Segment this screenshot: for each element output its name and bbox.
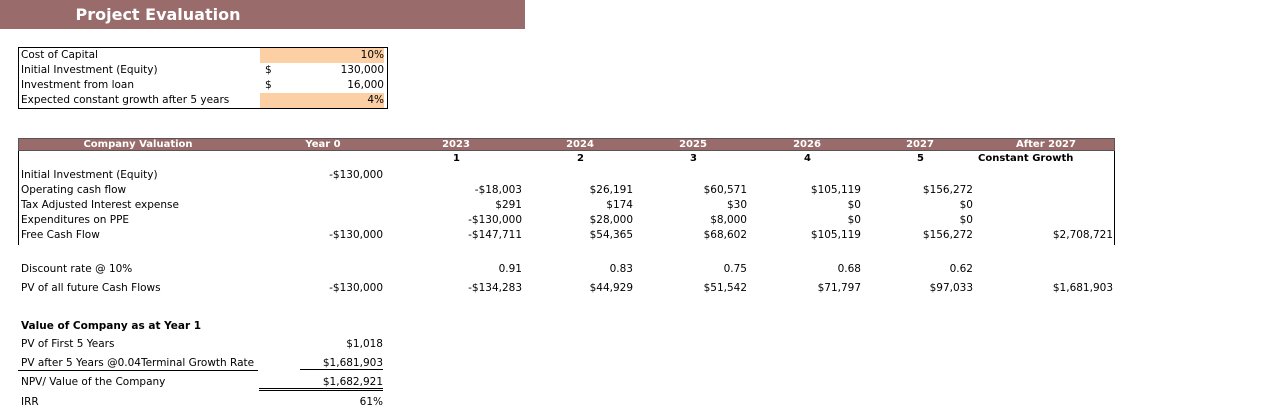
valuation-header-bar [18, 138, 1115, 151]
cell-value[interactable]: -$130,000 [329, 229, 383, 241]
cell-value[interactable]: $174 [606, 199, 633, 211]
subheader-period-4: 4 [804, 153, 811, 164]
cell-value[interactable]: $44,929 [589, 282, 633, 294]
cell-value[interactable]: $26,191 [589, 184, 633, 196]
summary-label: IRR [21, 396, 39, 408]
cell-value[interactable]: 0.91 [498, 263, 522, 275]
header-2027: 2027 [906, 139, 934, 150]
cell-value[interactable]: $105,119 [810, 184, 861, 196]
input-label: Cost of Capital [21, 49, 98, 61]
cell-value[interactable]: $60,571 [703, 184, 747, 196]
header-2026: 2026 [793, 139, 821, 150]
row-label-free-cash-flow: Free Cash Flow [21, 229, 100, 241]
cell-value[interactable]: $68,602 [703, 229, 747, 241]
npv-value-cell[interactable]: $1,682,921 [259, 376, 383, 391]
cell-value[interactable]: 0.62 [949, 263, 973, 275]
subheader-period-5: 5 [917, 153, 924, 164]
cell-value[interactable]: $156,272 [922, 229, 973, 241]
input-row-cost-of-capital: Cost of Capital 10% [19, 48, 387, 63]
cell-value[interactable]: $54,365 [589, 229, 633, 241]
cell-value[interactable]: -$134,283 [468, 282, 522, 294]
cell-value[interactable]: $291 [495, 199, 522, 211]
cell-value[interactable]: $1,681,903 [1052, 282, 1113, 294]
cell-value[interactable]: $0 [847, 214, 861, 226]
subheader-period-1: 1 [453, 153, 460, 164]
input-parameters-table: Cost of Capital 10% Initial Investment (… [18, 47, 388, 109]
cell-value[interactable]: -$147,711 [468, 229, 522, 241]
input-row-loan: Investment from loan $ 16,000 [19, 78, 387, 93]
cell-value[interactable]: -$130,000 [329, 282, 383, 294]
cell-value[interactable]: -$130,000 [329, 169, 383, 181]
cell-value[interactable]: 0.68 [837, 263, 861, 275]
cell-value[interactable]: $28,000 [589, 214, 633, 226]
cell-value[interactable]: $0 [847, 199, 861, 211]
input-label: Investment from loan [21, 79, 135, 91]
header-2023: 2023 [442, 139, 470, 150]
cell-value[interactable]: 0.75 [723, 263, 747, 275]
growth-rate-cell[interactable]: 4% [260, 93, 384, 108]
header-year-0: Year 0 [305, 139, 341, 150]
row-label: Operating cash flow [21, 184, 127, 196]
cost-of-capital-cell[interactable]: 10% [260, 48, 384, 63]
row-label: Tax Adjusted Interest expense [21, 199, 179, 211]
cell-value[interactable]: $0 [959, 214, 973, 226]
title-bar [0, 0, 525, 29]
subheader-constant-growth: Constant Growth [978, 153, 1074, 164]
pv-first-5-years-cell[interactable]: $1,018 [346, 338, 383, 350]
cell-value[interactable]: $156,272 [922, 184, 973, 196]
cell-value[interactable]: $2,708,721 [1052, 229, 1113, 241]
pv-after-5-years-cell[interactable]: $1,681,903 [300, 357, 383, 370]
cell-value[interactable]: $71,797 [817, 282, 861, 294]
loan-investment-cell[interactable]: 16,000 [347, 79, 384, 91]
cell-value[interactable]: $0 [959, 199, 973, 211]
summary-label: PV after 5 Years @0.04Terminal Growth Ra… [21, 357, 255, 369]
summary-label: NPV/ Value of the Company [21, 376, 166, 388]
row-label-pv-cash-flows: PV of all future Cash Flows [21, 282, 161, 294]
subheader-period-2: 2 [577, 153, 584, 164]
cell-value[interactable]: $105,119 [810, 229, 861, 241]
irr-value-cell[interactable]: 61% [359, 396, 383, 408]
input-currency: $ [265, 79, 272, 91]
summary-label: PV of First 5 Years [21, 338, 115, 350]
subheader-period-3: 3 [690, 153, 697, 164]
initial-investment-cell[interactable]: 130,000 [340, 64, 384, 76]
summary-label-underline [18, 356, 258, 371]
cell-value[interactable]: -$130,000 [468, 214, 522, 226]
header-company-valuation: Company Valuation [83, 139, 193, 150]
header-2025: 2025 [679, 139, 707, 150]
row-label: Expenditures on PPE [21, 214, 130, 226]
cell-value[interactable]: 0.83 [609, 263, 633, 275]
summary-heading: Value of Company as at Year 1 [21, 320, 202, 332]
cell-value[interactable]: -$18,003 [474, 184, 522, 196]
cell-value[interactable]: $97,033 [929, 282, 973, 294]
input-row-initial-investment: Initial Investment (Equity) $ 130,000 [19, 63, 387, 78]
input-row-growth: Expected constant growth after 5 years 4… [19, 93, 387, 108]
row-label-discount-rate: Discount rate @ 10% [21, 263, 133, 275]
row-label: Initial Investment (Equity) [21, 169, 158, 181]
valuation-table-frame [18, 151, 1115, 245]
header-2024: 2024 [566, 139, 594, 150]
cell-value[interactable]: $51,542 [703, 282, 747, 294]
input-currency: $ [265, 64, 272, 76]
cell-value[interactable]: $30 [726, 199, 747, 211]
cell-value[interactable]: $8,000 [710, 214, 747, 226]
page-title: Project Evaluation [75, 5, 241, 24]
input-label: Expected constant growth after 5 years [21, 94, 230, 106]
input-label: Initial Investment (Equity) [21, 64, 158, 76]
header-after-2027: After 2027 [1016, 139, 1076, 150]
